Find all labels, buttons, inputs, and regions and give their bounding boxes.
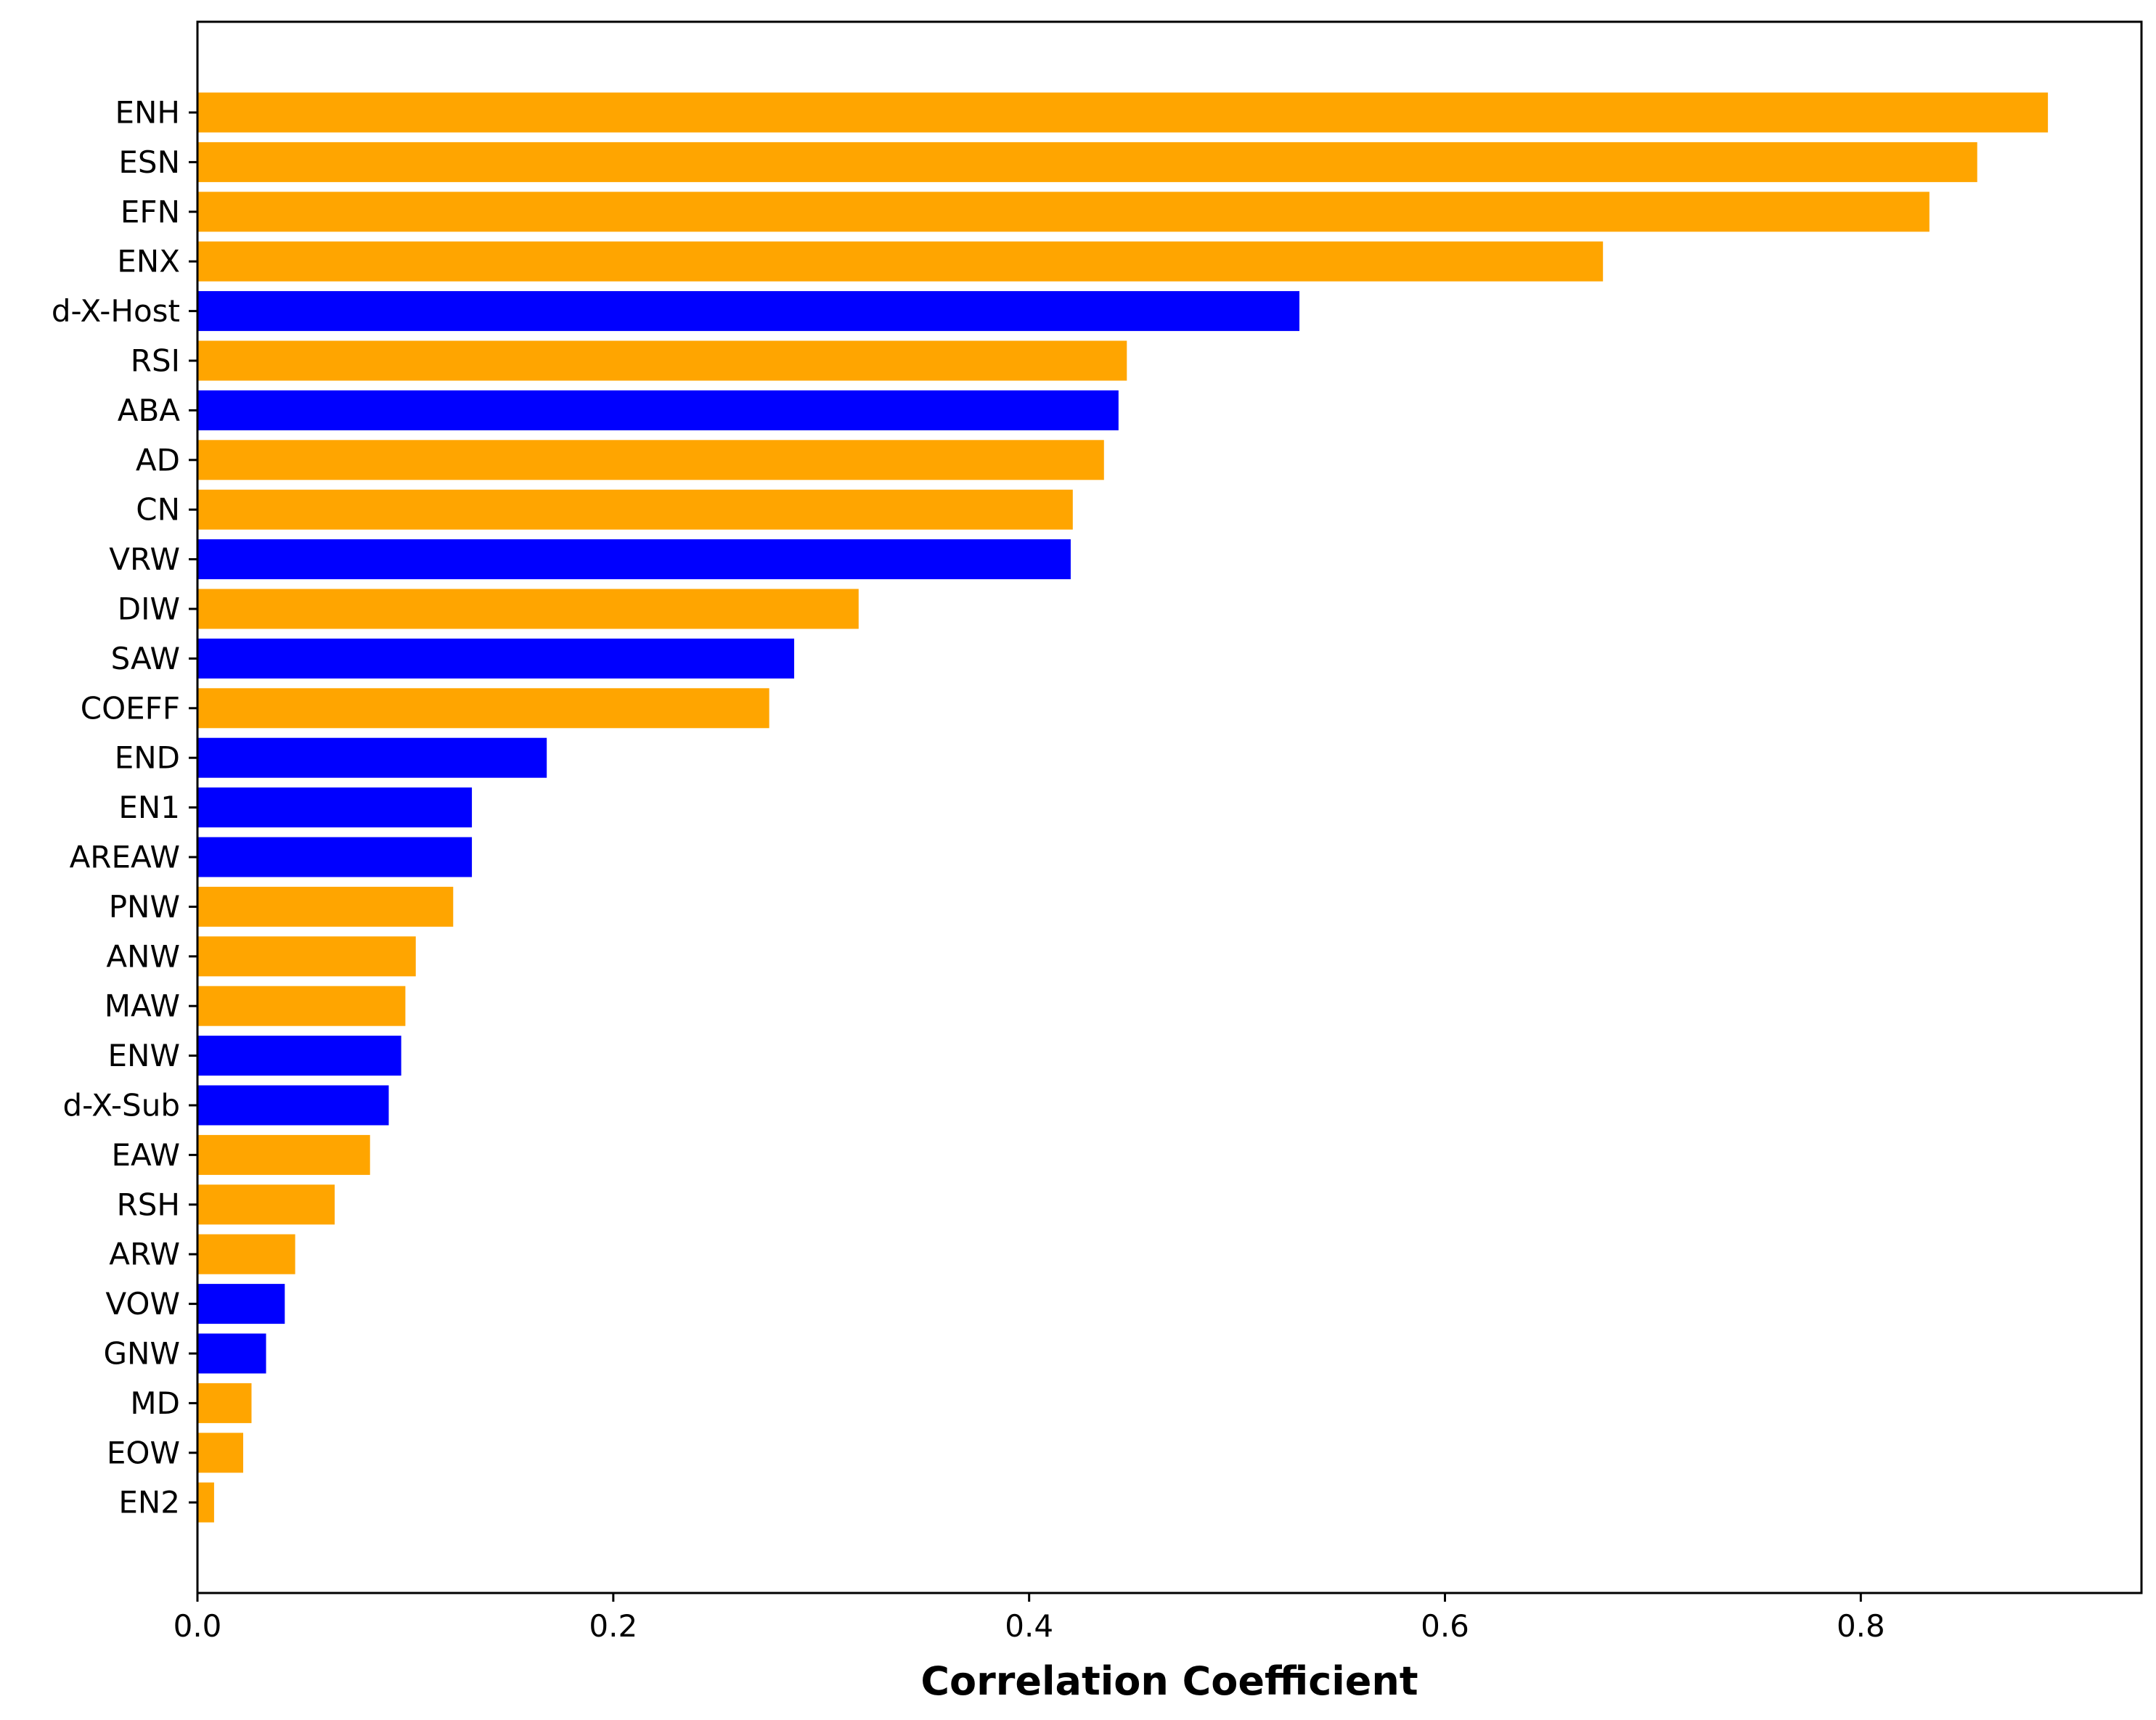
bar-SAW: [197, 638, 795, 679]
bar-ABA: [197, 390, 1119, 430]
x-tick-marks: [196, 1593, 1862, 1602]
y-tick-label: RSI: [131, 343, 180, 379]
y-tick-label: d-X-Sub: [63, 1088, 181, 1123]
y-tick-label: MD: [130, 1385, 180, 1421]
bar-ENW: [197, 1036, 401, 1076]
y-tick-label: EAW: [112, 1137, 181, 1173]
y-tick-label: EOW: [107, 1435, 180, 1470]
y-tick-label: EN1: [118, 790, 180, 825]
x-tick-labels: 0.0 0.2 0.4 0.6 0.8: [173, 1608, 1885, 1644]
y-tick-label: EN2: [118, 1485, 180, 1520]
bar-ANW: [197, 936, 416, 977]
y-tick-label: END: [115, 740, 180, 776]
y-tick-label: GNW: [104, 1336, 181, 1372]
bar-EN1: [197, 787, 473, 828]
y-tick-labels: ENH ESN EFN ENX d-X-Host RSI ABA AD CN VRW DIW SAW C…: [52, 95, 180, 1520]
y-tick-label: d-X-Host: [52, 293, 180, 329]
bar-VRW: [197, 539, 1071, 580]
y-tick-label: PNW: [109, 889, 180, 925]
bar-DIW: [197, 589, 859, 629]
bar-EOW: [197, 1433, 244, 1473]
x-tick-label: 0.4: [1005, 1608, 1053, 1644]
y-tick-label: MAW: [105, 988, 180, 1024]
bar-ESN: [197, 142, 1977, 182]
x-tick-label: 0.2: [589, 1608, 637, 1644]
y-tick-label: ARW: [109, 1237, 180, 1272]
bar-ENH: [197, 92, 2049, 133]
bars-group: [197, 92, 2049, 1523]
y-tick-label: ABA: [118, 393, 181, 428]
y-tick-label: ENW: [108, 1038, 180, 1073]
y-tick-label: VOW: [105, 1286, 180, 1322]
y-tick-label: SAW: [111, 641, 180, 676]
y-tick-label: ANW: [106, 938, 180, 974]
y-tick-marks: [189, 111, 197, 1504]
bar-RSH: [197, 1184, 335, 1225]
bar-d-X-Host: [197, 291, 1300, 332]
bar-MAW: [197, 986, 406, 1026]
bar-ENX: [197, 241, 1604, 282]
y-tick-label: AREAW: [70, 840, 180, 875]
bar-COEFF: [197, 688, 769, 729]
bar-END: [197, 737, 547, 778]
y-tick-label: RSH: [117, 1187, 180, 1222]
bar-RSI: [197, 340, 1127, 381]
bar-GNW: [197, 1333, 266, 1374]
x-axis-title: Correlation Coefficient: [920, 1658, 1418, 1704]
bar-VOW: [197, 1284, 285, 1324]
y-tick-label: DIW: [118, 591, 180, 627]
bar-EAW: [197, 1134, 370, 1175]
y-tick-label: ENH: [115, 95, 180, 131]
bar-AREAW: [197, 837, 473, 877]
y-tick-label: EFN: [121, 194, 180, 229]
y-tick-label: VRW: [109, 541, 180, 577]
y-tick-label: AD: [136, 442, 180, 478]
bar-MD: [197, 1383, 252, 1423]
plot-frame: [196, 20, 2143, 1594]
bar-AD: [197, 440, 1104, 480]
y-tick-label: CN: [136, 492, 180, 528]
bar-EN2: [197, 1482, 214, 1523]
x-tick-label: 0.6: [1421, 1608, 1469, 1644]
bar-PNW: [197, 886, 454, 927]
x-tick-label: 0.0: [173, 1608, 222, 1644]
y-tick-label: ESN: [118, 144, 180, 180]
x-tick-label: 0.8: [1837, 1608, 1885, 1644]
bar-ARW: [197, 1234, 295, 1274]
bar-EFN: [197, 192, 1930, 232]
bar-d-X-Sub: [197, 1085, 389, 1126]
y-tick-label: ENX: [117, 244, 180, 279]
bar-CN: [197, 489, 1073, 530]
y-tick-label: COEFF: [81, 690, 180, 726]
